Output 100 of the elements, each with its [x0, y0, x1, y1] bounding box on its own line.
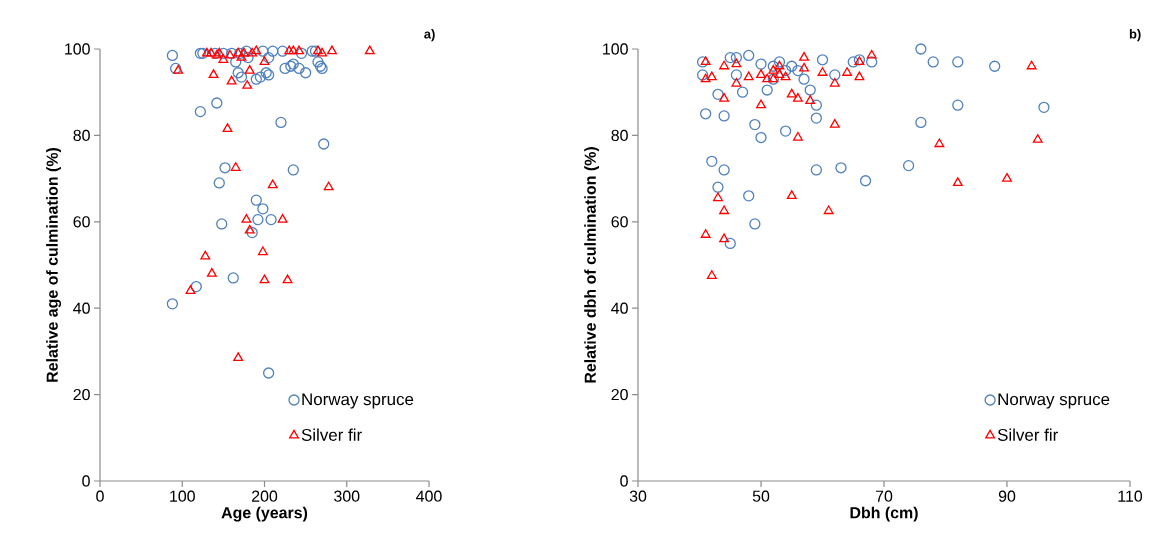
y-tick-label: 100: [65, 43, 90, 55]
point: [792, 93, 803, 102]
chart-title: a): [424, 29, 435, 42]
legend-label: Silver fir: [301, 428, 362, 441]
point: [194, 105, 207, 118]
point: [299, 67, 312, 79]
point: [816, 54, 829, 66]
point: [246, 226, 258, 239]
point: [718, 164, 730, 176]
y-tick-label: 60: [611, 216, 628, 228]
point: [779, 125, 792, 137]
point: [847, 56, 859, 68]
point: [712, 192, 723, 202]
point: [706, 270, 717, 279]
point: [854, 71, 865, 81]
point: [719, 60, 730, 70]
point: [242, 80, 253, 89]
point: [804, 84, 816, 96]
point: [265, 213, 277, 226]
point: [166, 49, 179, 62]
point: [262, 51, 275, 64]
point: [326, 45, 337, 55]
point: [799, 62, 810, 72]
point: [252, 213, 264, 226]
point: [798, 73, 810, 85]
point: [829, 69, 841, 81]
point: [276, 45, 289, 57]
point: [247, 47, 258, 57]
point: [208, 69, 219, 79]
point: [773, 56, 786, 68]
point: [774, 60, 785, 70]
point: [200, 250, 211, 260]
point: [235, 71, 248, 83]
point: [262, 367, 275, 379]
point: [696, 56, 709, 68]
point: [823, 205, 834, 215]
y-tick-label: 40: [611, 302, 628, 314]
point: [226, 75, 237, 85]
point: [250, 194, 262, 206]
point: [222, 123, 233, 133]
point: [719, 233, 730, 243]
point: [166, 298, 179, 310]
point: [364, 45, 375, 55]
point: [216, 218, 228, 230]
point: [294, 45, 305, 55]
point: [755, 58, 767, 70]
point: [866, 49, 877, 59]
point: [267, 45, 279, 57]
x-tick-label: 30: [629, 490, 647, 502]
point: [257, 246, 268, 256]
point: [842, 67, 853, 76]
point: [724, 237, 736, 250]
point: [190, 280, 202, 293]
point: [282, 274, 293, 284]
point: [810, 112, 823, 124]
point: [927, 56, 939, 68]
y-tick-label: 40: [73, 302, 90, 314]
point: [774, 69, 785, 79]
point: [277, 213, 288, 223]
point: [1038, 101, 1050, 113]
point: [700, 229, 711, 238]
point: [952, 56, 964, 68]
point: [786, 190, 797, 200]
y-tick-label: 20: [73, 388, 90, 401]
point: [736, 86, 749, 98]
chart-title: b): [1129, 29, 1141, 42]
point: [786, 60, 798, 72]
y-tick-label: 100: [603, 43, 628, 55]
point: [293, 62, 305, 75]
point: [810, 99, 823, 111]
x-tick-label: 200: [252, 490, 278, 502]
point: [805, 95, 816, 104]
point: [786, 88, 797, 98]
point: [780, 71, 791, 81]
point: [242, 51, 254, 64]
x-axis-title: Dbh (cm): [850, 506, 918, 522]
point: [934, 138, 945, 148]
point: [317, 47, 328, 57]
point: [306, 45, 318, 57]
point: [230, 162, 241, 171]
x-axis-title: Age (years): [221, 506, 308, 522]
point: [251, 45, 262, 55]
legend-label: Norway spruce: [302, 393, 414, 409]
point: [219, 162, 231, 174]
point: [1032, 134, 1043, 143]
point: [952, 177, 963, 187]
point: [756, 69, 766, 79]
point: [254, 71, 267, 83]
legend-label: Norway spruce: [998, 393, 1110, 409]
point: [749, 118, 761, 131]
point: [829, 118, 840, 128]
x-tick-label: 110: [1118, 490, 1143, 502]
point: [730, 51, 743, 64]
point: [700, 108, 712, 120]
point: [719, 205, 730, 215]
point: [756, 99, 766, 109]
point: [323, 181, 334, 191]
point: [288, 45, 299, 55]
point: [230, 56, 242, 68]
y-axis-title: Relative dbh of culmination (%): [584, 147, 600, 383]
